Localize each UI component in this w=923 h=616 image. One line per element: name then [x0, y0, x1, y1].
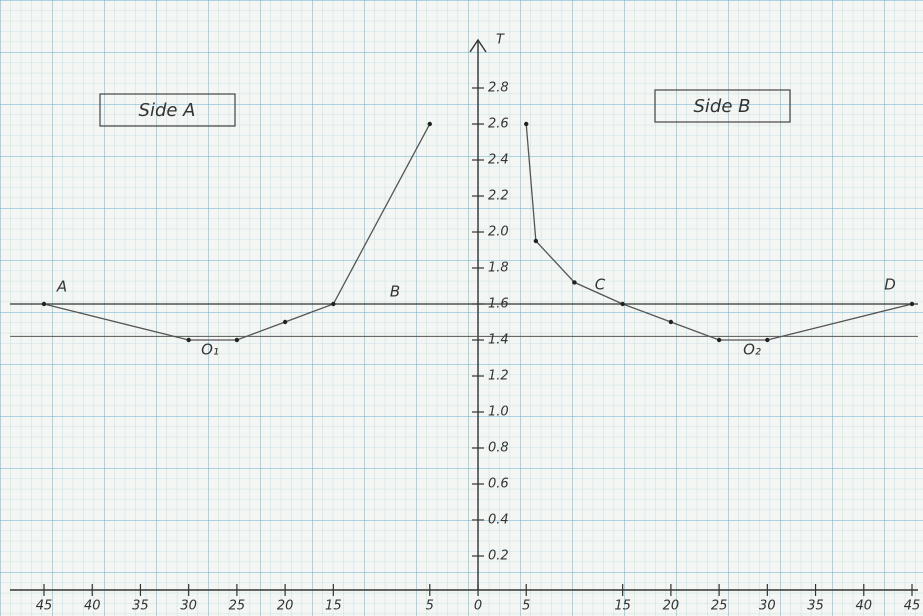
y-tick-label: 0.4 — [488, 513, 509, 528]
data-point — [235, 338, 239, 342]
annotation: O₂ — [743, 341, 761, 359]
x-tick-label: 0 — [474, 599, 482, 614]
y-tick-label: 1.2 — [488, 369, 509, 384]
y-tick-label: 1.4 — [488, 333, 509, 348]
annotation: A — [56, 278, 67, 296]
legend-label: Side A — [139, 100, 196, 121]
data-point — [524, 122, 528, 126]
data-point — [331, 302, 335, 306]
x-tick-label: 30 — [180, 599, 197, 614]
y-tick-label: 2.8 — [488, 81, 509, 96]
legend-label: Side B — [694, 96, 751, 117]
graph-grid — [0, 0, 923, 616]
data-point — [283, 320, 287, 324]
x-tick-label: 40 — [84, 599, 101, 614]
y-axis-label: T — [496, 33, 505, 48]
data-point — [572, 280, 576, 284]
x-tick-label: 35 — [132, 599, 149, 614]
x-tick-label: 15 — [325, 599, 342, 614]
x-tick-label: 20 — [663, 599, 680, 614]
x-tick-label: 30 — [759, 599, 776, 614]
y-tick-label: 2.0 — [488, 225, 509, 240]
data-point — [534, 239, 538, 243]
x-tick-label: 5 — [522, 599, 530, 614]
data-point — [42, 302, 46, 306]
y-tick-label: 2.4 — [488, 153, 509, 168]
x-tick-label: 25 — [229, 599, 246, 614]
annotation: C — [595, 276, 606, 294]
y-tick-label: 0.6 — [488, 477, 509, 492]
chart: T 45 40 35 30 25 20 15 5 0 5 15 20 25 30 35 40 45 0.2 0.4 0.… — [0, 0, 923, 616]
x-tick-label: 45 — [36, 599, 53, 614]
x-tick-label: 20 — [277, 599, 294, 614]
y-tick-label: 1.8 — [488, 261, 509, 276]
x-tick-label: 5 — [426, 599, 434, 614]
data-point — [717, 338, 721, 342]
data-point — [620, 302, 624, 306]
data-point — [669, 320, 673, 324]
data-point — [910, 302, 914, 306]
page: {"chart_data": {"type": "line", "y_label… — [0, 0, 923, 616]
x-tick-label: 40 — [856, 599, 873, 614]
y-tick-label: 2.6 — [488, 117, 509, 132]
data-point — [765, 338, 769, 342]
data-point — [428, 122, 432, 126]
x-tick-label: 45 — [904, 599, 921, 614]
x-tick-label: 15 — [614, 599, 631, 614]
y-tick-label: 1.6 — [488, 297, 509, 312]
data-point — [186, 338, 190, 342]
y-tick-label: 2.2 — [488, 189, 509, 204]
annotation: O₁ — [201, 341, 219, 359]
x-tick-label: 35 — [807, 599, 824, 614]
annotation: D — [884, 276, 896, 294]
annotation: B — [390, 283, 400, 301]
y-tick-label: 0.2 — [488, 549, 509, 564]
y-tick-label: 1.0 — [488, 405, 509, 420]
x-tick-label: 25 — [711, 599, 728, 614]
y-tick-label: 0.8 — [488, 441, 509, 456]
